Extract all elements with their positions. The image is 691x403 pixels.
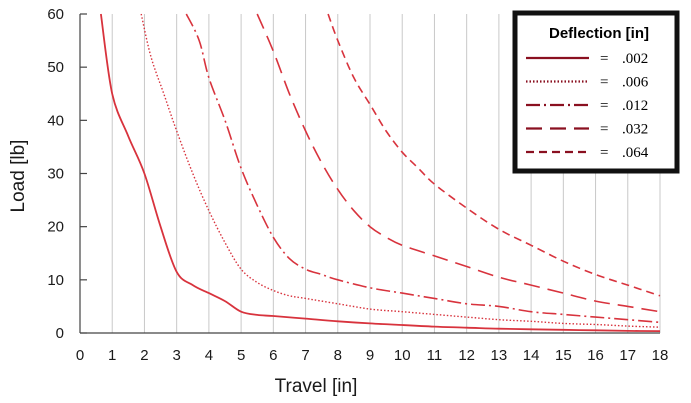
y-tick-label: 30 [47,166,64,183]
x-tick-label: 9 [366,347,374,364]
series-line-d012 [185,13,661,324]
x-tick-label: 13 [491,347,508,364]
x-tick-label: 6 [269,347,277,364]
legend-title: Deflection [in] [549,25,649,42]
y-tick-label: 20 [47,219,64,236]
legend-equals: = [600,75,608,91]
y-tick-label: 40 [47,112,64,129]
series-line-d006 [140,13,661,328]
x-tick-label: 14 [523,347,540,364]
x-tick-label: 18 [652,347,669,364]
legend-entry-label: .006 [622,75,649,91]
x-axis-title: Travel [in] [275,376,358,397]
axes [79,13,660,334]
y-axis-title: Load [lb] [8,140,29,213]
x-tick-label: 8 [334,347,342,364]
tick-labels: 0 1 2 3 4 5 6 7 8 9 10 11 12 13 14 15 16 17 18010203040506… [47,6,668,364]
legend-entry-label: .012 [622,98,648,114]
y-tick-label: 50 [47,59,64,76]
y-tick-label: 60 [47,6,64,23]
legend-box [512,10,680,174]
x-tick-label: 17 [619,347,636,364]
x-tick-label: 5 [237,347,245,364]
legend-equals: = [600,98,608,114]
x-tick-label: 15 [555,347,572,364]
x-tick-label: 1 [108,347,116,364]
legend-equals: = [600,51,608,67]
legend-entry-label: .032 [622,122,648,138]
x-tick-label: 12 [458,347,475,364]
legend-entry-label: .064 [622,145,649,161]
x-tick-label: 2 [140,347,148,364]
legend-entry-label: .002 [622,51,648,67]
x-tick-label: 3 [172,347,180,364]
x-tick-label: 7 [301,347,309,364]
x-tick-label: 16 [587,347,604,364]
legend: Deflection [in] = .002 = .006 = .012 = .032 = .06… [512,10,680,174]
legend-equals: = [600,145,608,161]
y-tick-label: 10 [47,272,64,289]
x-tick-label: 4 [205,347,213,364]
series-lines [100,13,661,332]
series-line-d002 [100,13,661,332]
x-tick-label: 0 [76,347,84,364]
y-tick-label: 0 [56,325,64,342]
series-line-d032 [256,13,661,313]
x-tick-label: 10 [394,347,411,364]
legend-equals: = [600,122,608,138]
x-tick-label: 11 [427,347,443,364]
series-line-d064 [327,13,661,297]
